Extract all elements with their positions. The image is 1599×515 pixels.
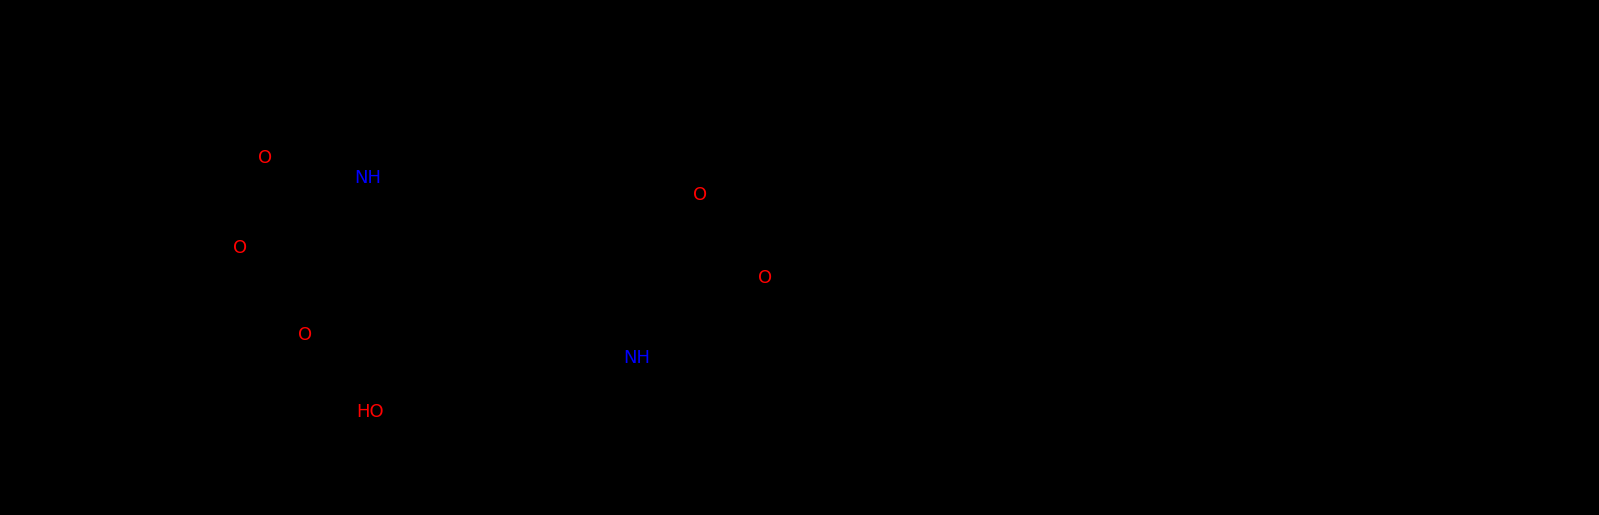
Text: O: O bbox=[692, 186, 707, 204]
Text: NH: NH bbox=[355, 169, 382, 187]
Text: O: O bbox=[297, 326, 312, 344]
Text: O: O bbox=[233, 239, 248, 257]
Text: O: O bbox=[257, 149, 272, 167]
Text: NH: NH bbox=[624, 349, 651, 367]
Text: O: O bbox=[758, 269, 772, 287]
Text: HO: HO bbox=[357, 403, 384, 421]
